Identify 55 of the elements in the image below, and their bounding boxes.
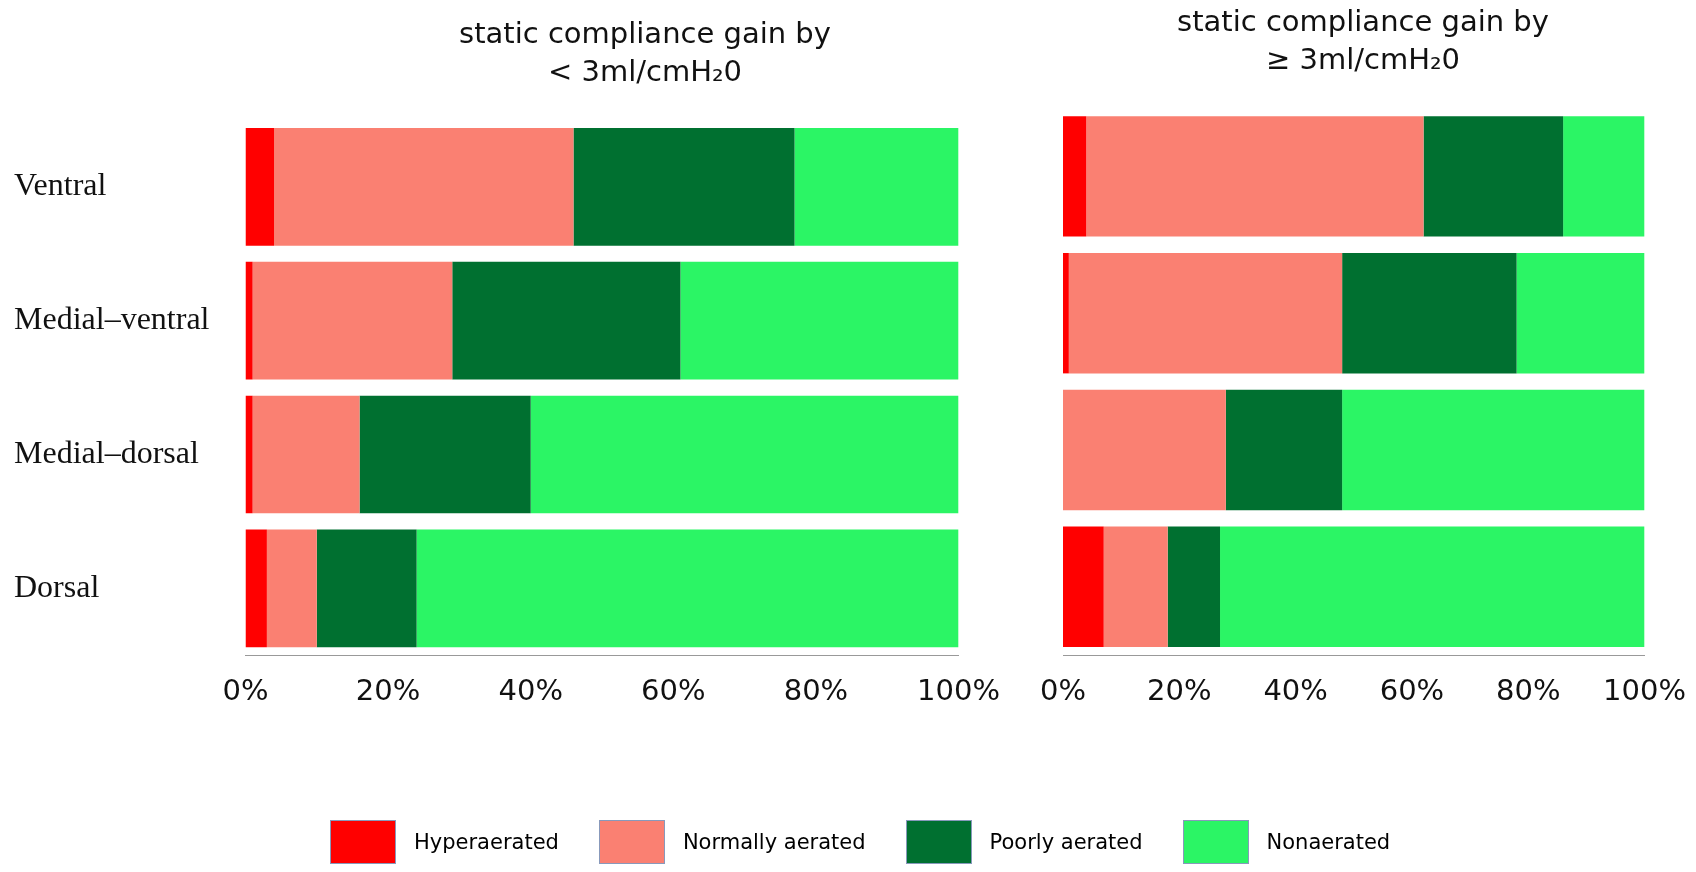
y-tick-label: Medial–ventral [14, 300, 210, 337]
x-tick-label: 80% [1496, 673, 1561, 708]
bar [1225, 389, 1343, 511]
x-tick-label: 100% [917, 673, 1001, 708]
x-tick-label: 80% [783, 673, 849, 708]
x-tick-label: 40% [498, 673, 563, 708]
bar [245, 128, 275, 246]
bar [1063, 526, 1104, 647]
bar [1086, 116, 1424, 237]
bar [1068, 253, 1343, 374]
legend-label: Poorly aerated [989, 830, 1143, 854]
bar [245, 395, 253, 514]
x-tick-label: 0% [222, 673, 269, 708]
y-tick-label: Ventral [14, 166, 107, 203]
bar [1167, 526, 1221, 647]
bar [245, 529, 267, 648]
bar [1220, 526, 1645, 647]
bar [245, 261, 253, 380]
x-tick-label: 20% [355, 673, 421, 708]
bar [680, 261, 959, 380]
chart-title: static compliance gain by [459, 16, 831, 50]
bar [266, 529, 317, 648]
bar [1563, 116, 1645, 237]
bar [530, 395, 959, 514]
x-tick-label: 100% [1603, 673, 1687, 708]
y-tick-label: Medial–dorsal [14, 433, 199, 470]
bar [794, 128, 959, 246]
bar [1063, 253, 1069, 374]
x-tick-label: 60% [1379, 673, 1445, 708]
x-tick-label: 0% [1040, 673, 1087, 708]
bar [359, 395, 531, 514]
bar [573, 128, 795, 246]
y-tick-label: Dorsal [14, 567, 100, 604]
bar [252, 261, 453, 380]
text: Nonaerated [1266, 830, 1391, 854]
bar [316, 529, 417, 648]
bar [416, 529, 959, 648]
bar [1342, 253, 1517, 374]
chart-subtitle: ≥ 3ml/cmH₂0 [1265, 42, 1461, 76]
chart-subtitle: < 3ml/cmH₂0 [547, 54, 743, 88]
x-tick-label: 40% [1263, 673, 1328, 708]
bar [252, 395, 360, 514]
bar [1516, 253, 1645, 374]
legend-label: Hyperaerated [414, 830, 559, 854]
x-tick-label: 60% [641, 673, 706, 708]
bar [1103, 526, 1168, 647]
bar [452, 261, 681, 380]
legend-label: Normally aerated [682, 830, 866, 854]
bar [1423, 116, 1564, 237]
bar [274, 128, 574, 246]
bar [1063, 116, 1087, 237]
bar [1342, 389, 1645, 511]
bar [1063, 389, 1226, 511]
x-tick-label: 20% [1147, 673, 1212, 708]
chart-title: static compliance gain by [1177, 4, 1549, 38]
